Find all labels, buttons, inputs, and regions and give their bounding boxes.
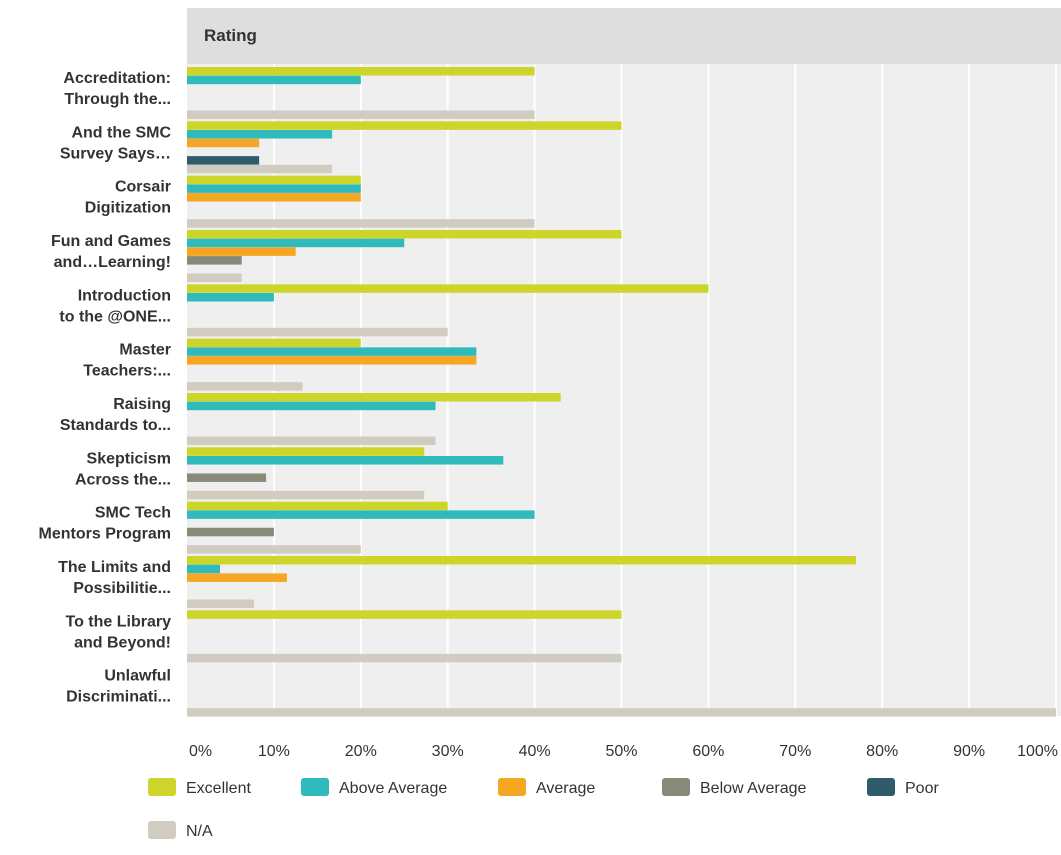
bar-excellent[interactable] bbox=[187, 67, 535, 76]
category-label: Accreditation: Through the... bbox=[63, 70, 171, 108]
bar-excellent[interactable] bbox=[187, 121, 622, 130]
bar-n-a[interactable] bbox=[187, 708, 1056, 717]
x-tick-label: 10% bbox=[258, 743, 290, 760]
legend-swatch bbox=[867, 778, 895, 796]
x-tick-label: 40% bbox=[519, 743, 551, 760]
bar-above-average[interactable] bbox=[187, 238, 405, 248]
legend-label: Excellent bbox=[186, 780, 251, 797]
bar-excellent[interactable] bbox=[187, 393, 561, 402]
bars bbox=[187, 67, 1056, 717]
bar-excellent[interactable] bbox=[187, 447, 425, 456]
legend-swatch bbox=[662, 778, 690, 796]
legend-swatch bbox=[148, 778, 176, 796]
bar-above-average[interactable] bbox=[187, 130, 333, 139]
bar-poor[interactable] bbox=[187, 156, 260, 165]
category-label: Introduction to the @ONE... bbox=[59, 287, 171, 325]
bar-n-a[interactable] bbox=[187, 327, 448, 337]
bar-n-a[interactable] bbox=[187, 436, 436, 446]
chart-title: Rating bbox=[204, 26, 257, 45]
bar-average[interactable] bbox=[187, 356, 477, 365]
x-tick-label: 70% bbox=[779, 743, 811, 760]
bar-n-a[interactable] bbox=[187, 490, 425, 500]
bar-excellent[interactable] bbox=[187, 175, 361, 185]
category-label: Fun and Games and…Learning! bbox=[51, 233, 171, 271]
x-tick-label: 50% bbox=[605, 743, 637, 760]
bar-n-a[interactable] bbox=[187, 599, 254, 609]
x-tick-label: 90% bbox=[953, 743, 985, 760]
legend-swatch bbox=[498, 778, 526, 796]
bar-below-average[interactable] bbox=[187, 527, 274, 537]
legend-label: Average bbox=[536, 780, 595, 797]
x-tick-label: 80% bbox=[866, 743, 898, 760]
x-tick-label: 20% bbox=[345, 743, 377, 760]
bar-excellent[interactable] bbox=[187, 338, 361, 348]
bar-below-average[interactable] bbox=[187, 256, 242, 265]
bar-excellent[interactable] bbox=[187, 610, 622, 619]
legend-label: Below Average bbox=[700, 780, 807, 797]
bar-excellent[interactable] bbox=[187, 230, 622, 239]
x-tick-labels: 0% 10% 20% 30% 40% 50% 60% 70% 80% 90% 100% bbox=[189, 743, 1058, 760]
bar-n-a[interactable] bbox=[187, 219, 535, 228]
chart-header-band bbox=[187, 8, 1061, 64]
bar-average[interactable] bbox=[187, 573, 287, 582]
category-label: Skepticism Across the... bbox=[75, 450, 171, 488]
legend-label: Above Average bbox=[339, 780, 447, 797]
legend-label: N/A bbox=[186, 823, 213, 840]
bar-above-average[interactable] bbox=[187, 401, 436, 411]
category-label: To the Library and Beyond! bbox=[66, 613, 172, 651]
legend-swatch bbox=[148, 821, 176, 839]
gridlines bbox=[272, 64, 1057, 716]
bar-n-a[interactable] bbox=[187, 110, 535, 120]
bar-excellent[interactable] bbox=[187, 284, 709, 293]
category-label: And the SMC Survey Says… bbox=[60, 124, 172, 162]
bar-average[interactable] bbox=[187, 247, 296, 256]
category-label: Corsair Digitization bbox=[85, 179, 171, 217]
bar-average[interactable] bbox=[187, 138, 260, 148]
bar-above-average[interactable] bbox=[187, 347, 477, 356]
bar-above-average[interactable] bbox=[187, 564, 221, 574]
x-tick-label: 0% bbox=[189, 743, 212, 760]
bar-n-a[interactable] bbox=[187, 273, 242, 283]
category-label: Master Teachers:... bbox=[83, 342, 171, 380]
legend-swatch bbox=[301, 778, 329, 796]
x-tick-label: 100% bbox=[1017, 743, 1058, 760]
category-label: The Limits and Possibilitie... bbox=[58, 559, 171, 597]
x-tick-label: 60% bbox=[692, 743, 724, 760]
bar-above-average[interactable] bbox=[187, 293, 274, 302]
bar-above-average[interactable] bbox=[187, 75, 361, 85]
bar-excellent[interactable] bbox=[187, 501, 448, 511]
bar-n-a[interactable] bbox=[187, 653, 622, 663]
category-labels: Accreditation: Through the... And the SMC S… bbox=[39, 70, 172, 706]
bar-below-average[interactable] bbox=[187, 473, 267, 482]
bar-excellent[interactable] bbox=[187, 556, 857, 565]
bar-above-average[interactable] bbox=[187, 510, 535, 519]
x-tick-label: 30% bbox=[432, 743, 464, 760]
bar-n-a[interactable] bbox=[187, 164, 333, 174]
bar-average[interactable] bbox=[187, 193, 361, 202]
category-label: SMC Tech Mentors Program bbox=[39, 505, 171, 543]
bar-above-average[interactable] bbox=[187, 456, 504, 465]
legend-label: Poor bbox=[905, 780, 939, 797]
bar-n-a[interactable] bbox=[187, 382, 303, 391]
bar-above-average[interactable] bbox=[187, 184, 361, 193]
legend: Excellent Above Average Average Below Avera… bbox=[148, 778, 939, 840]
category-label: Unlawful Discriminati... bbox=[66, 668, 171, 706]
category-label: Raising Standards to... bbox=[60, 396, 171, 434]
plot-background bbox=[187, 64, 1061, 716]
bar-n-a[interactable] bbox=[187, 545, 361, 554]
